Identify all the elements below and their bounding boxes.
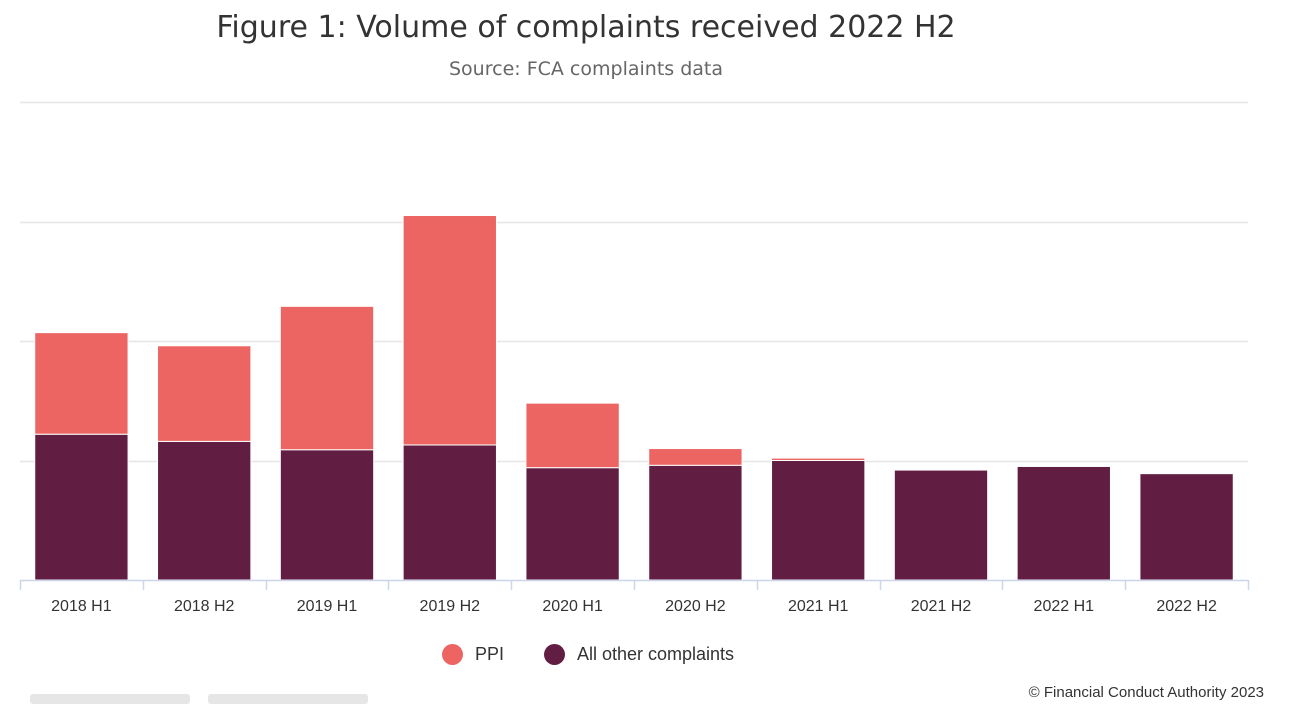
x-tick-label: 2020 H2 bbox=[665, 598, 726, 615]
x-axis: 2018 H1 2018 H2 2019 H1 2019 H2 2020 H1 2020 … bbox=[19, 579, 1250, 615]
partial-button-right[interactable] bbox=[208, 694, 368, 704]
bar-other-2019-h2[interactable] bbox=[402, 444, 497, 581]
x-tick-label: 2018 H2 bbox=[174, 598, 235, 615]
chart-subtitle: Source: FCA complaints data bbox=[449, 58, 723, 80]
legend-item-other[interactable]: All other complaints bbox=[543, 644, 735, 665]
x-tick-label: 2018 H1 bbox=[51, 598, 112, 615]
x-tick-label: 2021 H1 bbox=[788, 598, 849, 615]
x-tick-label: 2019 H1 bbox=[297, 598, 358, 615]
credits-link[interactable]: © Financial Conduct Authority 2023 bbox=[1028, 684, 1264, 701]
legend-ppi-label: PPI bbox=[474, 644, 504, 664]
bar-other-2022-h1[interactable] bbox=[1016, 465, 1111, 581]
bar-ppi-2021-h1[interactable] bbox=[771, 457, 866, 461]
legend: PPI All other complaints bbox=[0, 644, 1176, 665]
bar-series bbox=[34, 215, 1234, 581]
bar-other-2021-h2[interactable] bbox=[893, 469, 989, 581]
bar-ppi-2020-h1[interactable] bbox=[525, 402, 620, 469]
bar-other-2020-h2[interactable] bbox=[648, 464, 743, 581]
bar-other-2021-h1[interactable] bbox=[771, 460, 866, 581]
x-tick-label: 2019 H2 bbox=[420, 598, 481, 615]
bar-ppi-2020-h2[interactable] bbox=[648, 448, 743, 466]
bar-ppi-2019-h2[interactable] bbox=[402, 215, 497, 446]
bar-other-2018-h1[interactable] bbox=[34, 433, 129, 581]
bar-other-2022-h2[interactable] bbox=[1139, 473, 1234, 581]
legend-other-label: All other complaints bbox=[576, 644, 735, 664]
chart-title: Figure 1: Volume of complaints received … bbox=[216, 10, 956, 45]
bar-ppi-2018-h2[interactable] bbox=[157, 345, 252, 442]
x-tick-label: 2022 H2 bbox=[1156, 598, 1217, 615]
legend-other-marker bbox=[543, 644, 565, 665]
legend-ppi-marker bbox=[441, 644, 463, 665]
x-tick-label: 2022 H1 bbox=[1034, 598, 1095, 615]
bar-chart: 2018 H1 2018 H2 2019 H1 2019 H2 2020 H1 2020 … bbox=[19, 101, 1250, 615]
legend-item-ppi[interactable]: PPI bbox=[441, 644, 504, 665]
bar-other-2019-h1[interactable] bbox=[279, 449, 375, 581]
partial-button-left[interactable] bbox=[30, 694, 190, 704]
bar-other-2020-h1[interactable] bbox=[525, 467, 620, 581]
x-tick-label: 2021 H2 bbox=[911, 598, 972, 615]
bar-ppi-2018-h1[interactable] bbox=[34, 332, 129, 435]
bar-ppi-2019-h1[interactable] bbox=[279, 305, 375, 451]
bar-other-2018-h2[interactable] bbox=[157, 440, 252, 581]
x-tick-label: 2020 H1 bbox=[542, 598, 603, 615]
